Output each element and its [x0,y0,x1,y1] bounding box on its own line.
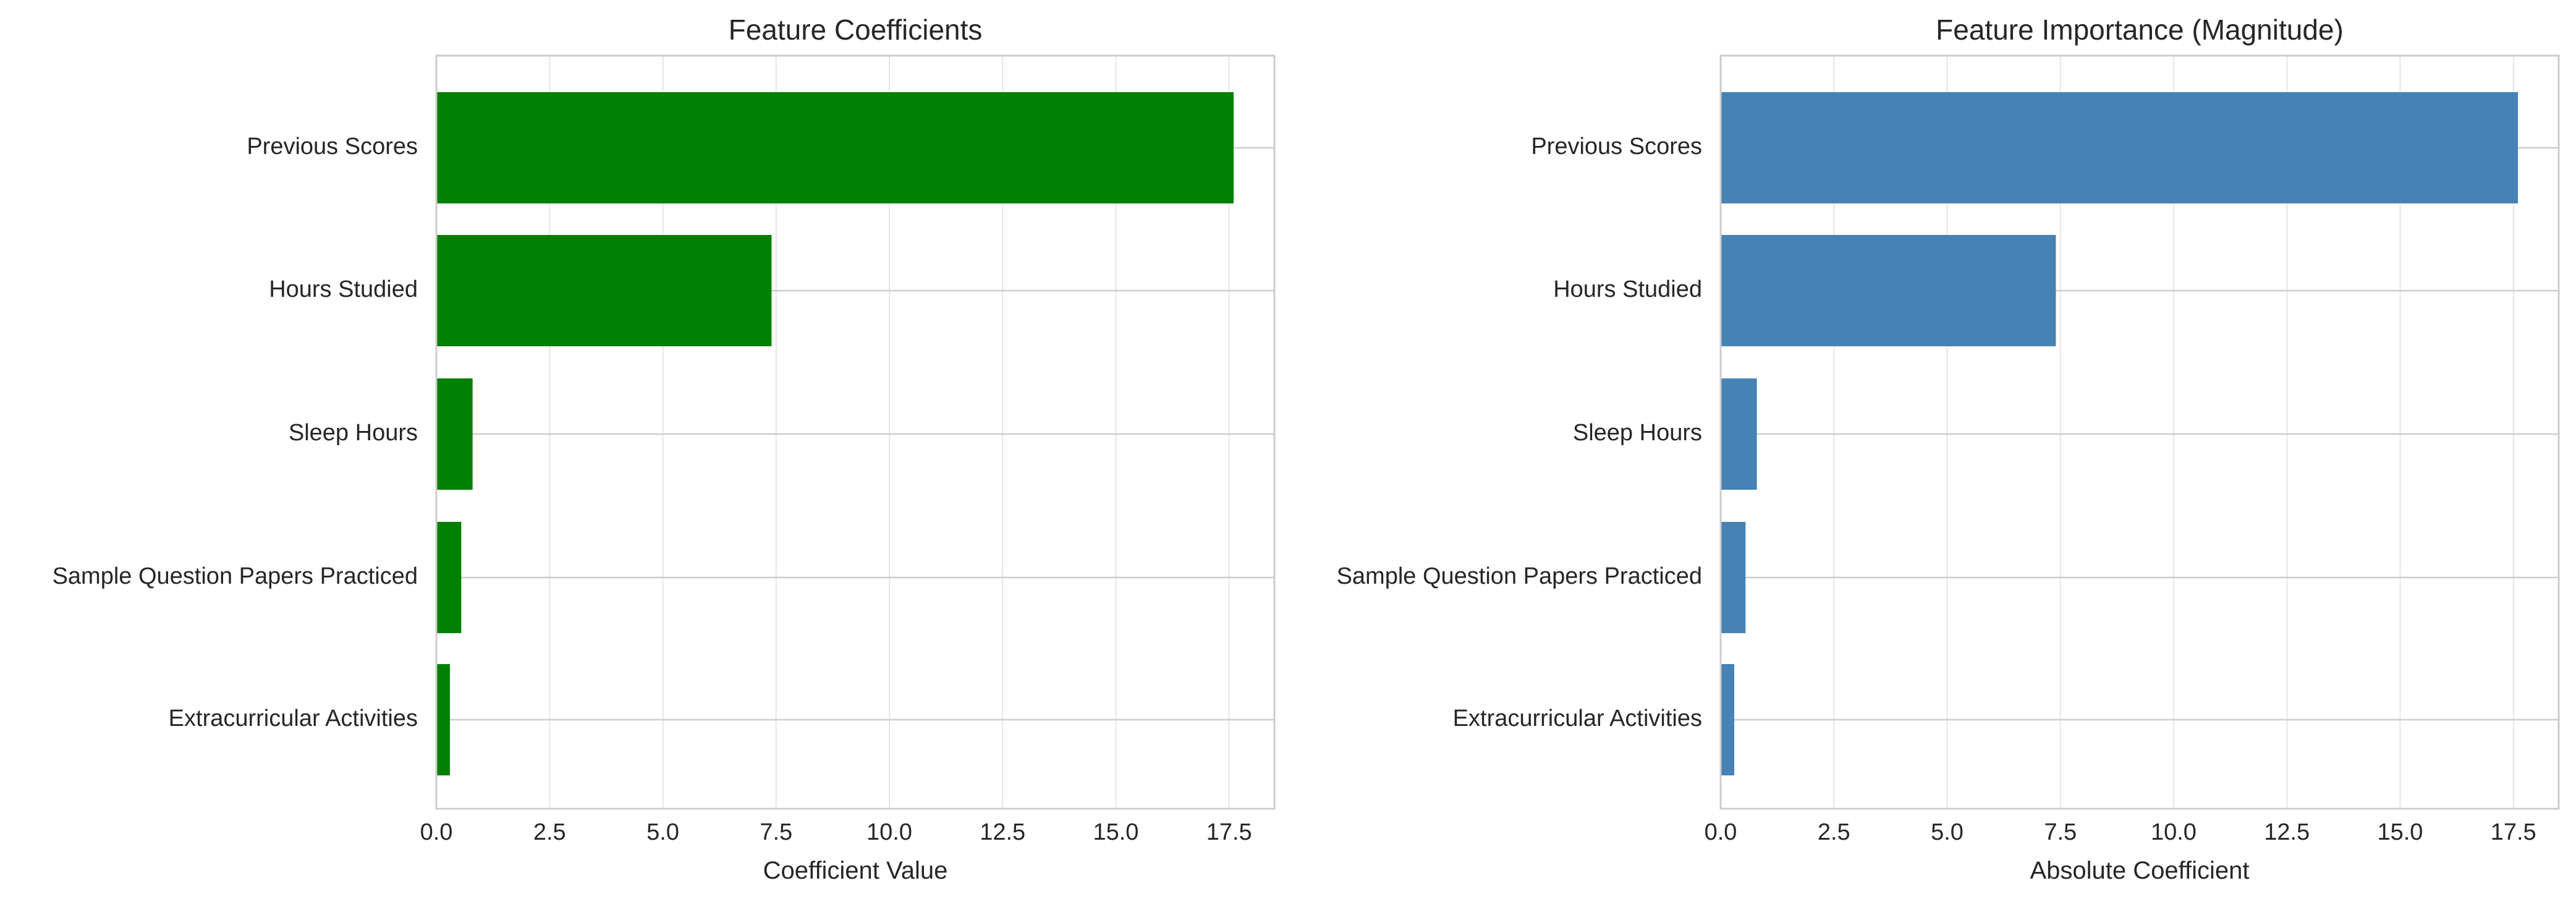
y-tick-label: Sleep Hours [289,420,418,446]
x-tick-label: 2.5 [1818,819,1850,845]
x-tick-label: 12.5 [980,819,1025,845]
y-tick-label: Previous Scores [247,134,418,160]
chart-title: Feature Importance (Magnitude) [1936,14,2344,46]
bar [436,664,450,775]
bar [1721,235,2056,346]
y-tick-label: Extracurricular Activities [169,706,418,731]
x-tick-label: 5.0 [646,819,679,845]
x-tick-label: 17.5 [2491,819,2536,845]
bar [1721,378,1757,490]
plot-frame [1719,54,2560,810]
bar [436,235,772,346]
x-tick-label: 15.0 [1093,819,1138,845]
x-axis-label: Coefficient Value [763,857,948,884]
x-tick-label: 15.0 [2377,819,2423,845]
y-tick-label: Sample Question Papers Practiced [1337,563,1702,589]
chart-panel-1: Previous Scores Hours Studied Sleep Hours S… [53,14,1276,884]
bar [436,92,1234,203]
x-tick-label: 17.5 [1206,819,1252,845]
x-tick-label: 0.0 [1705,819,1737,845]
x-tick-label: 12.5 [2264,819,2310,845]
y-tick-label: Sleep Hours [1573,420,1702,446]
plot-frame [435,54,1276,810]
x-tick-label: 10.0 [866,819,912,845]
bar [1721,522,1746,633]
x-tick-label: 10.0 [2151,819,2197,845]
bar [436,378,473,490]
y-tick-label: Extracurricular Activities [1453,706,1702,731]
chart-title: Feature Coefficients [729,14,983,46]
x-tick-label: 2.5 [533,819,566,845]
x-tick-label: 0.0 [420,819,453,845]
bar [436,522,462,633]
chart-panel-2: Previous Scores Hours Studied Sleep Hours S… [1337,14,2560,884]
y-tick-label: Sample Question Papers Practiced [53,563,418,589]
x-axis-label: Absolute Coefficient [2030,857,2249,884]
y-tick-label: Hours Studied [269,276,418,302]
x-tick-label: 7.5 [2044,819,2077,845]
y-tick-label: Hours Studied [1553,276,1702,302]
bar [1721,664,1734,775]
x-tick-label: 5.0 [1931,819,1964,845]
bar [1721,92,2519,203]
y-tick-label: Previous Scores [1531,134,1702,160]
x-tick-label: 7.5 [760,819,792,845]
